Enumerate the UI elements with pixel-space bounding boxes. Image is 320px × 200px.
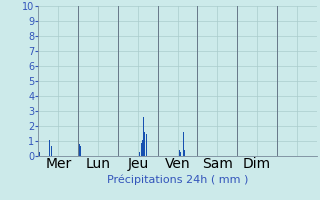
Bar xyxy=(180,152,181,156)
Bar xyxy=(179,150,180,156)
Bar xyxy=(142,140,143,156)
X-axis label: Précipitations 24h ( mm ): Précipitations 24h ( mm ) xyxy=(107,174,248,185)
Bar xyxy=(143,117,144,156)
Bar xyxy=(139,152,140,156)
Bar xyxy=(79,144,80,156)
Bar xyxy=(80,146,82,156)
Bar xyxy=(184,150,185,156)
Bar xyxy=(145,132,146,156)
Bar xyxy=(146,134,147,156)
Bar xyxy=(39,152,40,156)
Bar xyxy=(51,146,52,156)
Bar xyxy=(51,147,52,156)
Bar xyxy=(140,142,141,156)
Bar xyxy=(49,140,50,156)
Bar xyxy=(183,132,184,156)
